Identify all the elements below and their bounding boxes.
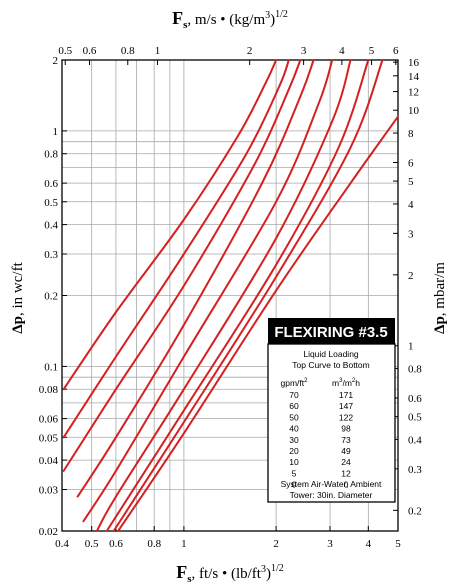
y-left-tick-label: 2: [53, 55, 59, 67]
y-left-tick-label: 0.5: [44, 197, 58, 209]
legend-footer-1: System Air-Water, Ambient: [281, 479, 382, 489]
y-right-tick-label: 14: [408, 71, 420, 83]
y-left-tick-label: 0.03: [39, 485, 59, 497]
y-right-tick-label: 0.6: [408, 393, 422, 405]
x-bottom-tick-label: 1: [181, 538, 187, 550]
legend-footer-2: Tower: 30in. Diameter: [290, 490, 373, 500]
y-left-tick-label: 0.8: [44, 149, 58, 161]
x-top-tick-label: 0.5: [58, 45, 72, 57]
legend-col1-header: gpm/ft2: [281, 378, 309, 388]
y-right-tick-label: 0.8: [408, 364, 422, 376]
series-line: [117, 115, 399, 532]
legend-row-gpm: 50: [289, 412, 299, 422]
x-top-tick-label: 0.8: [121, 45, 135, 57]
x-top-tick-label: 2: [247, 45, 253, 57]
legend-row-gpm: 60: [289, 401, 299, 411]
y-right-tick-label: 0.3: [408, 464, 422, 476]
legend-row-m3: 73: [341, 435, 351, 445]
y-left-tick-label: 0.06: [39, 414, 59, 426]
x-bottom-ticks: 0.4 0.5 0.6 0.8 1 2 3 4 5: [55, 526, 401, 550]
y-right-tick-label: 1: [408, 341, 414, 353]
y-right-tick-label: 0.4: [408, 434, 422, 446]
y-right-tick-label: 12: [408, 87, 419, 99]
legend-row-gpm: 0: [292, 480, 297, 490]
series-line: [62, 59, 290, 439]
y-left-tick-label: 0.08: [39, 384, 59, 396]
legend-col2-header: m3/m2h: [332, 378, 360, 388]
legend-row-m3: 122: [339, 412, 353, 422]
series-line: [95, 59, 352, 532]
y-left-tick-label: 0.1: [44, 361, 58, 373]
x-top-axis-title: Fs, m/s • (kg/m3)1/2: [172, 8, 288, 31]
y-right-tick-label: 5: [408, 176, 414, 188]
legend-rows: 70 171 60 147 50 122 40 98 30 73 20 49 10 24 5 12 0 0: [289, 390, 353, 490]
y-left-tick-label: 1: [53, 126, 59, 138]
legend-row-m3: 49: [341, 446, 351, 456]
y-left-tick-label: 0.4: [44, 220, 58, 232]
legend-title: FLEXIRING #3.5: [274, 324, 387, 341]
y-right-tick-label: 16: [408, 57, 420, 69]
y-right-tick-label: 0.5: [408, 412, 422, 424]
x-top-tick-label: 5: [369, 45, 375, 57]
legend-row-gpm: 5: [292, 468, 297, 478]
x-top-tick-label: 0.6: [83, 45, 97, 57]
series-line: [62, 59, 302, 472]
y-right-tick-label: 6: [408, 157, 414, 169]
legend-body-box: [267, 343, 396, 503]
y-left-tick-label: 0.02: [39, 526, 58, 538]
y-right-tick-label: 10: [408, 105, 420, 117]
y-right-tick-label: 0.2: [408, 505, 422, 517]
x-bottom-tick-label: 4: [366, 538, 372, 550]
x-top-tick-label: 4: [339, 45, 345, 57]
y-right-axis-title: Δp, mbar/m: [432, 262, 448, 334]
x-bottom-tick-label: 0.4: [55, 538, 69, 550]
legend-row-gpm: 40: [289, 424, 299, 434]
y-left-ticks: 0.02 0.03 0.04 0.05 0.06 0.08 0.1 0.2 0.3 0.4 0.5 0…: [39, 55, 67, 538]
y-left-tick-label: 0.04: [39, 455, 59, 467]
legend-row-m3: 0: [344, 480, 349, 490]
legend-row-m3: 147: [339, 401, 353, 411]
x-bottom-axis-title: Fs, ft/s • (lb/ft3)1/2: [176, 562, 283, 585]
legend-title-box: [268, 318, 395, 344]
legend-row-m3: 98: [341, 424, 351, 434]
legend-row-gpm: 70: [289, 390, 299, 400]
series-line: [62, 59, 278, 391]
series-line: [82, 59, 334, 523]
legend-row-gpm: 10: [289, 457, 299, 467]
legend-subtitle-2: Top Curve to Bottom: [292, 360, 369, 370]
legend-row-m3: 171: [339, 390, 353, 400]
y-right-tick-label: 3: [408, 228, 414, 240]
x-top-tick-label: 6: [393, 45, 399, 57]
x-bottom-tick-label: 5: [395, 538, 401, 550]
y-right-tick-label: 4: [408, 199, 414, 211]
legend-row-m3: 12: [341, 468, 351, 478]
series-line: [105, 59, 370, 532]
legend-row-gpm: 30: [289, 435, 299, 445]
x-top-tick-label: 1: [155, 45, 161, 57]
y-left-tick-label: 0.2: [44, 291, 58, 303]
y-left-axis-title: Δp, in wc/ft: [10, 261, 26, 333]
x-bottom-tick-label: 2: [273, 538, 279, 550]
x-top-tick-label: 3: [301, 45, 307, 57]
legend-subtitle-1: Liquid Loading: [303, 349, 359, 359]
series-line: [76, 59, 315, 498]
legend: FLEXIRING #3.5 Liquid Loading Top Curve …: [267, 318, 396, 503]
x-top-ticks: 0.5 0.6 0.8 1 2 3 4 5 6: [58, 45, 399, 65]
y-right-tick-label: 8: [408, 128, 414, 140]
x-bottom-tick-label: 0.8: [147, 538, 161, 550]
x-bottom-tick-label: 0.5: [85, 538, 99, 550]
legend-row-m3: 24: [341, 457, 351, 467]
y-left-tick-label: 0.6: [44, 178, 58, 190]
legend-row-gpm: 20: [289, 446, 299, 456]
series-line: [112, 59, 384, 532]
x-bottom-tick-label: 3: [327, 538, 333, 550]
y-right-tick-label: 2: [408, 270, 414, 282]
x-bottom-tick-label: 0.6: [109, 538, 123, 550]
series-curves: [62, 59, 399, 532]
y-left-tick-label: 0.3: [44, 249, 58, 261]
y-left-tick-label: 0.05: [39, 432, 59, 444]
